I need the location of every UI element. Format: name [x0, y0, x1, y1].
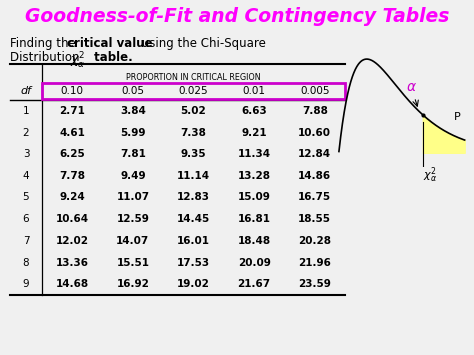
Text: $\alpha$: $\alpha$: [406, 80, 418, 106]
Text: 6.25: 6.25: [59, 149, 85, 159]
Text: 12.83: 12.83: [177, 192, 210, 202]
Text: 9.49: 9.49: [120, 171, 146, 181]
Text: 16.01: 16.01: [177, 236, 210, 246]
Text: 18.55: 18.55: [298, 214, 331, 224]
Text: 7.78: 7.78: [59, 171, 85, 181]
Text: 5: 5: [23, 192, 29, 202]
Text: 18.48: 18.48: [237, 236, 271, 246]
Text: 7: 7: [23, 236, 29, 246]
Text: critical value: critical value: [67, 37, 153, 50]
Text: 6.63: 6.63: [241, 106, 267, 116]
Text: 12.84: 12.84: [298, 149, 331, 159]
Text: 4: 4: [23, 171, 29, 181]
Text: 21.96: 21.96: [298, 257, 331, 268]
Text: 5.02: 5.02: [181, 106, 206, 116]
Text: 7.81: 7.81: [120, 149, 146, 159]
Text: 7.88: 7.88: [302, 106, 328, 116]
Text: $\chi^2_\alpha$: $\chi^2_\alpha$: [423, 165, 437, 185]
Text: 0.10: 0.10: [61, 86, 84, 96]
Text: using the Chi-Square: using the Chi-Square: [138, 37, 266, 50]
Text: 13.36: 13.36: [56, 257, 89, 268]
Text: 14.45: 14.45: [177, 214, 210, 224]
Text: 5.99: 5.99: [120, 127, 146, 137]
Text: 6: 6: [23, 214, 29, 224]
Text: 17.53: 17.53: [177, 257, 210, 268]
Text: 0.005: 0.005: [300, 86, 329, 96]
Text: 19.02: 19.02: [177, 279, 210, 289]
Text: 11.07: 11.07: [116, 192, 149, 202]
Text: 11.34: 11.34: [237, 149, 271, 159]
Text: 12.02: 12.02: [56, 236, 89, 246]
Text: 1: 1: [23, 106, 29, 116]
Text: 15.51: 15.51: [117, 257, 149, 268]
Text: P: P: [454, 112, 461, 122]
Text: 2: 2: [23, 127, 29, 137]
Text: 15.09: 15.09: [237, 192, 271, 202]
Text: 7.38: 7.38: [181, 127, 207, 137]
Text: 0.025: 0.025: [179, 86, 208, 96]
Text: 14.86: 14.86: [298, 171, 331, 181]
Text: 9: 9: [23, 279, 29, 289]
Text: 13.28: 13.28: [237, 171, 271, 181]
Text: PROPORTION IN CRITICAL REGION: PROPORTION IN CRITICAL REGION: [126, 73, 261, 82]
Text: 2.71: 2.71: [59, 106, 85, 116]
Text: 0.05: 0.05: [121, 86, 145, 96]
Text: 8: 8: [23, 257, 29, 268]
Text: Distribution: Distribution: [10, 51, 83, 64]
Text: 3: 3: [23, 149, 29, 159]
Text: 12.59: 12.59: [117, 214, 149, 224]
Text: 0.01: 0.01: [243, 86, 265, 96]
Text: 14.68: 14.68: [56, 279, 89, 289]
Text: 11.14: 11.14: [177, 171, 210, 181]
Text: Goodness-of-Fit and Contingency Tables: Goodness-of-Fit and Contingency Tables: [25, 7, 449, 26]
Text: df: df: [20, 86, 31, 96]
Text: 20.28: 20.28: [298, 236, 331, 246]
Text: 4.61: 4.61: [59, 127, 85, 137]
Text: 23.59: 23.59: [298, 279, 331, 289]
Text: 20.09: 20.09: [237, 257, 271, 268]
Text: $\chi^2_\alpha$: $\chi^2_\alpha$: [70, 51, 86, 71]
Text: 21.67: 21.67: [237, 279, 271, 289]
Text: Finding the: Finding the: [10, 37, 80, 50]
Text: 3.84: 3.84: [120, 106, 146, 116]
Text: 14.07: 14.07: [116, 236, 149, 246]
Text: 16.92: 16.92: [117, 279, 149, 289]
Text: table.: table.: [90, 51, 133, 64]
Text: 9.24: 9.24: [59, 192, 85, 202]
Text: 16.75: 16.75: [298, 192, 331, 202]
Text: 9.21: 9.21: [241, 127, 267, 137]
Text: 16.81: 16.81: [237, 214, 271, 224]
Text: 10.64: 10.64: [56, 214, 89, 224]
Text: 9.35: 9.35: [181, 149, 206, 159]
Text: 10.60: 10.60: [298, 127, 331, 137]
